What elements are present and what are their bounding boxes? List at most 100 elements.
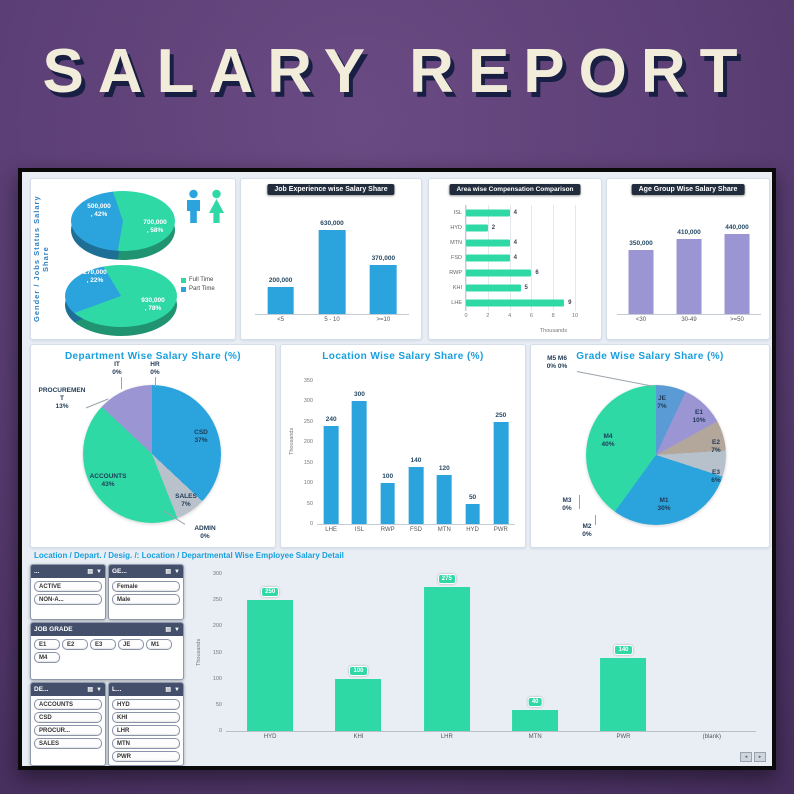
gender-pie[interactable]: [71, 191, 175, 260]
bar-value-label: 275: [437, 574, 456, 585]
scroll-left-button[interactable]: ◂: [740, 752, 752, 762]
bar-value-label: 140: [614, 644, 633, 655]
job-grade-slicer-header: JOB GRADE ▤ ▼: [31, 623, 183, 636]
bar[interactable]: [352, 401, 367, 524]
clear-filter-icon[interactable]: ▼: [96, 686, 102, 693]
slicer-item-button[interactable]: MTN: [112, 738, 180, 749]
bar-category-label: PWR: [616, 734, 631, 740]
job-grade-slicer-items: E1 E2 E3 JE M1 M4: [31, 636, 183, 666]
legend-label-full-time: Full Time: [189, 277, 214, 283]
gender-card-side-title: Gender / Jobs Status Salary Share: [32, 195, 50, 323]
hbar-bar[interactable]: [466, 284, 521, 292]
grade-share-card: Grade Wise Salary Share (%) JE 7% E1 10%…: [530, 344, 770, 548]
bar[interactable]: [676, 239, 702, 314]
location-y-axis-label: Thousands: [289, 427, 295, 455]
slicer-item-button[interactable]: E3: [90, 639, 116, 650]
bar[interactable]: [465, 503, 480, 524]
location-share-plot: 240 LHE 300 ISL 100 RWP 140 FSD 120 MTN 50 HYD 250 PW…: [304, 378, 515, 533]
bar-value-label: 300: [353, 391, 365, 399]
clear-filter-icon[interactable]: ▼: [174, 686, 180, 693]
bar[interactable]: [369, 264, 397, 314]
y-tick-label: 150: [212, 649, 222, 656]
grade-label-e3: E3 6%: [711, 469, 721, 485]
bar[interactable]: [318, 230, 346, 314]
job-experience-plot: 200,000 <5 630,000 5 - 10 370,000 >=10: [255, 220, 409, 323]
bar-value-label: 40: [527, 697, 543, 708]
bar-value-label: 100: [382, 473, 394, 481]
hbar-bar[interactable]: [466, 224, 488, 232]
grade-pie[interactable]: [586, 385, 726, 525]
age-group-title: Age Group Wise Salary Share: [631, 184, 745, 195]
slicer-item-button[interactable]: SALES: [34, 738, 102, 749]
multiselect-icon[interactable]: ▤: [165, 627, 172, 633]
slicer-item-button[interactable]: Male: [112, 594, 180, 605]
clear-filter-icon[interactable]: ▼: [96, 568, 102, 575]
slicer-item-button[interactable]: HYD: [112, 699, 180, 710]
bar[interactable]: [408, 466, 424, 524]
clear-filter-icon[interactable]: ▼: [174, 568, 180, 575]
job-status-pie-label-part-time: 270,000 , 22%: [83, 269, 107, 285]
gender-pie-label-female: 500,000 , 42%: [87, 203, 111, 219]
bar[interactable]: [493, 421, 509, 524]
x-tick-label: 10: [571, 313, 579, 319]
bar-slot: 370,000 >=10: [358, 221, 409, 323]
department-pie[interactable]: [83, 385, 221, 523]
bar[interactable]: [436, 474, 452, 524]
multiselect-icon[interactable]: ▤: [165, 569, 172, 575]
bar-slot: 200,000 <5: [255, 221, 306, 323]
bar-slot: 275 LHR: [403, 574, 491, 740]
slicer-item-button[interactable]: LHR: [112, 725, 180, 736]
bar[interactable]: [423, 587, 470, 731]
job-status-pie-face[interactable]: [65, 265, 177, 327]
bar[interactable]: [323, 425, 339, 524]
slicer-item-button[interactable]: ACTIVE: [34, 581, 102, 592]
slicer-item-button[interactable]: KHI: [112, 712, 180, 723]
slicer-item-button[interactable]: ACCOUNTS: [34, 699, 102, 710]
hbar-value-label: 4: [513, 209, 517, 216]
bar-value-label: 350,000: [629, 240, 653, 248]
gender-slicer-title: GE...: [112, 568, 127, 575]
bar-category-label: LHE: [325, 527, 337, 533]
y-tick-label: 50: [306, 500, 313, 507]
bar[interactable]: [600, 657, 647, 731]
slicer-item-button[interactable]: PWR: [112, 751, 180, 762]
job-grade-slicer: JOB GRADE ▤ ▼ E1 E2 E3 JE M1 M4: [30, 622, 184, 680]
scroll-right-button[interactable]: ▸: [754, 752, 766, 762]
female-icon: [209, 189, 224, 223]
bar-category-label: MTN: [528, 734, 542, 740]
hbar-bar[interactable]: [466, 299, 565, 307]
hbar-bar[interactable]: [466, 209, 510, 217]
gender-pie-face[interactable]: [71, 191, 175, 251]
gender-slicer-items: Female Male: [109, 578, 183, 608]
hbar-bar[interactable]: [466, 239, 510, 247]
bar[interactable]: [724, 233, 750, 314]
clear-filter-icon[interactable]: ▼: [174, 626, 180, 633]
hbar-bar[interactable]: [466, 254, 510, 262]
bar-slot: 250 HYD: [226, 574, 314, 740]
bar[interactable]: [247, 600, 294, 731]
department-slicer-title: DE...: [34, 686, 49, 693]
slicer-item-button[interactable]: Female: [112, 581, 180, 592]
bar[interactable]: [512, 710, 559, 731]
slicer-item-button[interactable]: NON-A...: [34, 594, 102, 605]
slicer-item-button[interactable]: E1: [34, 639, 60, 650]
bar-slot: 440,000 >=50: [713, 223, 761, 323]
multiselect-icon[interactable]: ▤: [165, 687, 172, 693]
bar[interactable]: [628, 250, 654, 314]
slicer-item-button[interactable]: JE: [118, 639, 144, 650]
bar[interactable]: [335, 678, 382, 731]
job-status-pie[interactable]: [65, 265, 177, 336]
slicer-item-button[interactable]: E2: [62, 639, 88, 650]
slicer-item-button[interactable]: PROCUR...: [34, 725, 102, 736]
y-tick-label: 100: [303, 480, 313, 487]
bar-category-label: FSD: [409, 527, 422, 533]
bar[interactable]: [380, 483, 396, 524]
bar-slot: 240 LHE: [317, 381, 345, 533]
multiselect-icon[interactable]: ▤: [87, 687, 94, 693]
bar[interactable]: [267, 287, 294, 314]
multiselect-icon[interactable]: ▤: [87, 569, 94, 575]
slicer-item-button[interactable]: M1: [146, 639, 172, 650]
hbar-bar[interactable]: [466, 269, 532, 277]
slicer-item-button[interactable]: CSD: [34, 712, 102, 723]
slicer-item-button[interactable]: M4: [34, 652, 60, 663]
